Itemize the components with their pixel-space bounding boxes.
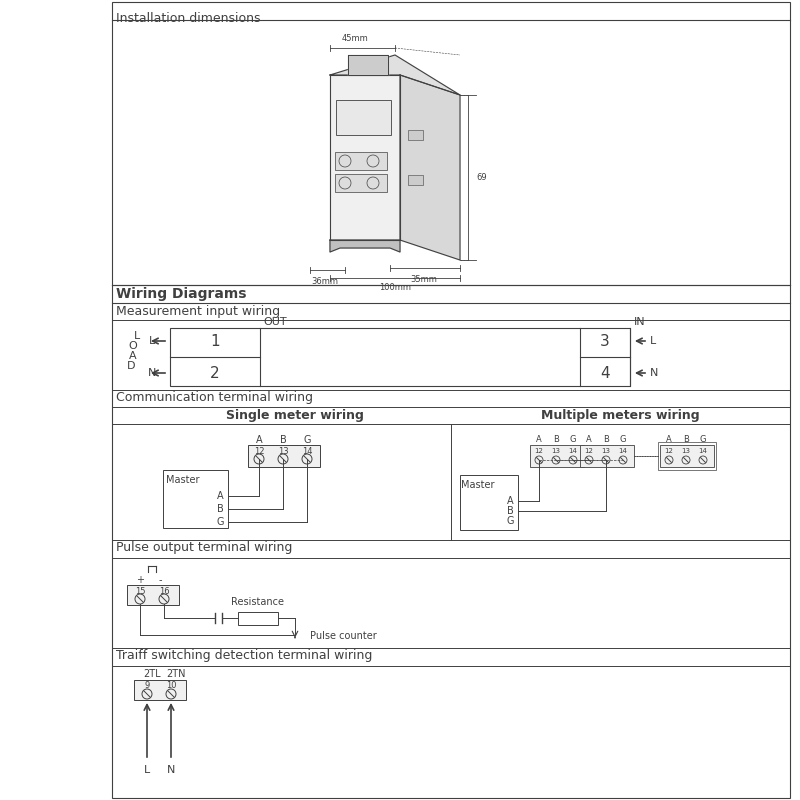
Text: 36mm: 36mm	[311, 277, 338, 286]
Text: A: A	[536, 435, 542, 445]
Text: B: B	[280, 435, 286, 445]
Text: 14: 14	[698, 448, 707, 454]
Text: Resistance: Resistance	[231, 597, 285, 607]
Text: 10: 10	[166, 682, 176, 690]
Bar	[530, 445, 584, 467]
Text: 1: 1	[210, 334, 220, 349]
Polygon shape	[400, 75, 460, 260]
Text: N: N	[650, 368, 658, 378]
Text: Master: Master	[166, 475, 200, 485]
Text: B: B	[683, 435, 689, 445]
Text: O: O	[129, 341, 138, 351]
Text: IN: IN	[634, 317, 646, 327]
Bar	[658, 442, 716, 470]
Text: +: +	[136, 575, 144, 585]
Bar	[238, 612, 278, 625]
Bar	[335, 174, 387, 192]
Text: 45mm: 45mm	[342, 34, 368, 43]
Text: A: A	[666, 435, 672, 445]
Text: 12: 12	[534, 448, 543, 454]
Text: Communication terminal wiring: Communication terminal wiring	[116, 391, 313, 405]
Bar	[660, 445, 714, 467]
Text: OUT: OUT	[263, 317, 286, 327]
Bar	[335, 152, 387, 170]
Bar	[408, 130, 423, 140]
Text: L: L	[149, 336, 155, 346]
Text: Multiple meters wiring: Multiple meters wiring	[541, 409, 699, 422]
Text: A: A	[256, 435, 262, 445]
Text: -: -	[158, 575, 162, 585]
Text: 35mm: 35mm	[410, 275, 438, 284]
Text: G: G	[216, 517, 224, 527]
Text: L: L	[144, 765, 150, 775]
Text: 4: 4	[600, 366, 610, 381]
Polygon shape	[330, 55, 460, 95]
Text: B: B	[603, 435, 609, 445]
Text: Master: Master	[462, 480, 494, 490]
Text: 13: 13	[278, 446, 288, 455]
Text: 15: 15	[134, 586, 146, 595]
Text: 12: 12	[254, 446, 264, 455]
Text: L: L	[650, 336, 656, 346]
Text: A: A	[586, 435, 592, 445]
Text: A: A	[506, 496, 514, 506]
Bar	[134, 680, 186, 700]
Text: 2TN: 2TN	[166, 669, 186, 679]
Bar	[248, 445, 320, 467]
Text: B: B	[506, 506, 514, 516]
Text: L: L	[134, 331, 140, 341]
Text: 2TL: 2TL	[143, 669, 161, 679]
Text: 13: 13	[602, 448, 610, 454]
Text: Traiff switching detection terminal wiring: Traiff switching detection terminal wiri…	[116, 650, 372, 662]
Text: Wiring Diagrams: Wiring Diagrams	[116, 287, 246, 301]
Bar	[580, 445, 634, 467]
Text: N: N	[167, 765, 175, 775]
Text: 2: 2	[210, 366, 220, 381]
Text: G: G	[303, 435, 310, 445]
Text: A: A	[217, 491, 223, 501]
Text: Installation dimensions: Installation dimensions	[116, 12, 261, 25]
Text: 12: 12	[665, 448, 674, 454]
Polygon shape	[330, 75, 400, 240]
Text: Pulse output terminal wiring: Pulse output terminal wiring	[116, 542, 292, 554]
Bar	[336, 100, 391, 135]
Text: 14: 14	[618, 448, 627, 454]
Text: G: G	[506, 516, 514, 526]
Text: 100mm: 100mm	[379, 283, 411, 292]
Text: G: G	[620, 435, 626, 445]
Bar	[112, 2, 790, 798]
Text: 13: 13	[682, 448, 690, 454]
Bar	[163, 470, 228, 528]
Text: 14: 14	[569, 448, 578, 454]
Text: D: D	[126, 361, 135, 371]
Polygon shape	[330, 240, 400, 252]
Text: B: B	[553, 435, 559, 445]
Text: N: N	[148, 368, 156, 378]
Text: 9: 9	[144, 682, 150, 690]
Text: 14: 14	[302, 446, 312, 455]
Text: A: A	[129, 351, 137, 361]
Text: 16: 16	[158, 586, 170, 595]
Bar	[170, 328, 630, 386]
Text: 3: 3	[600, 334, 610, 349]
Text: 69: 69	[476, 173, 486, 182]
Text: G: G	[570, 435, 576, 445]
Text: 13: 13	[551, 448, 561, 454]
Text: Single meter wiring: Single meter wiring	[226, 409, 364, 422]
Text: G: G	[700, 435, 706, 445]
Text: Pulse counter: Pulse counter	[310, 631, 377, 641]
Text: B: B	[217, 504, 223, 514]
Polygon shape	[348, 55, 388, 75]
Bar	[127, 585, 179, 605]
Text: 12: 12	[585, 448, 594, 454]
Bar	[460, 475, 518, 530]
Text: Measurement input wiring: Measurement input wiring	[116, 305, 280, 318]
Bar	[408, 175, 423, 185]
